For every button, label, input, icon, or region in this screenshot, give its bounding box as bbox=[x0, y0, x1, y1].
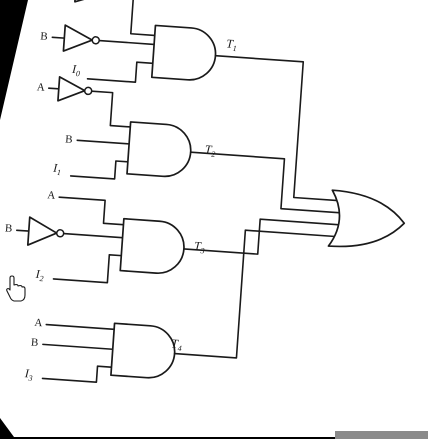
g2-b-label: B bbox=[65, 133, 73, 145]
and-gate-4 bbox=[110, 322, 176, 379]
g3-not-gate bbox=[26, 216, 58, 246]
g4-a-label: A bbox=[34, 317, 43, 330]
g3-not-bubble bbox=[55, 229, 65, 238]
hand-pointer-icon bbox=[6, 275, 26, 302]
g3-a-label: A bbox=[47, 189, 56, 202]
g2-i-label: I1 bbox=[52, 161, 62, 178]
g3-i-label: I2 bbox=[34, 267, 44, 284]
g1-not-bubble bbox=[91, 36, 100, 45]
g4-i-label: I3 bbox=[23, 366, 33, 383]
gate-3-group: A B I2 T3 bbox=[4, 189, 339, 284]
gate-4-group: A B I3 T4 bbox=[23, 229, 338, 383]
and-gate-2 bbox=[126, 121, 192, 178]
or-gate bbox=[327, 189, 406, 248]
corner-patch bbox=[335, 431, 428, 439]
g2-not-gate bbox=[57, 76, 86, 102]
output-t1-label: T1 bbox=[226, 36, 238, 53]
g1-b-label: B bbox=[40, 30, 48, 42]
and-gate-1 bbox=[150, 24, 217, 81]
g4-b-label: B bbox=[31, 337, 39, 349]
gate-1-group: B I0 T1 bbox=[40, 24, 341, 202]
g2-not-bubble bbox=[83, 86, 93, 96]
g1-i-label: I0 bbox=[71, 62, 81, 79]
gate-2-group: A B I1 T2 bbox=[36, 76, 340, 214]
output-t3-label: T3 bbox=[194, 239, 206, 256]
g3-b-label: B bbox=[4, 222, 12, 234]
output-t4-label: T4 bbox=[171, 336, 183, 353]
g2-a-label: A bbox=[36, 81, 45, 94]
output-t2-label: T2 bbox=[204, 142, 216, 159]
and-gate-3 bbox=[119, 217, 185, 274]
g1-not-gate bbox=[62, 24, 94, 52]
